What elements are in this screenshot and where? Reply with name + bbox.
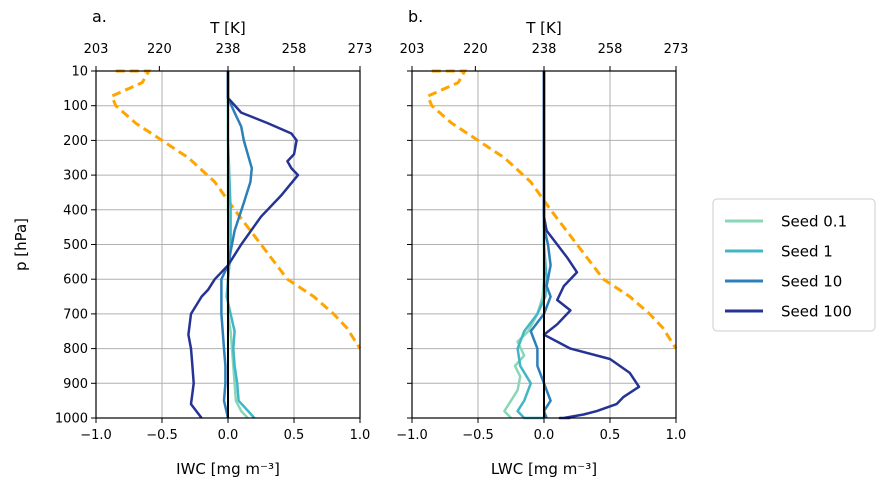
top-tick-label: 220 — [147, 42, 172, 57]
series-line — [529, 71, 552, 419]
legend-label: Seed 100 — [781, 303, 852, 321]
x-tick-label: −1.0 — [80, 428, 112, 443]
x-tick-label: 1.0 — [350, 428, 371, 443]
legend-label: Seed 0.1 — [781, 213, 847, 231]
x-tick-label: −0.5 — [462, 428, 494, 443]
top-tick-label: 273 — [664, 42, 689, 57]
x-tick-label: 1.0 — [666, 428, 687, 443]
temperature-line — [109, 69, 362, 350]
top-axis-label: T [K] — [525, 19, 561, 37]
x-tick-label: 0.0 — [218, 428, 239, 443]
legend-label: Seed 10 — [781, 273, 842, 291]
top-tick-label: 258 — [282, 42, 307, 57]
y-axis-label: p [hPa] — [12, 218, 30, 271]
x-axis-label: LWC [mg m⁻³] — [491, 460, 597, 478]
series-line — [220, 71, 254, 419]
y-tick-label: 500 — [63, 238, 88, 253]
x-tick-label: −1.0 — [396, 428, 428, 443]
y-tick-label: 600 — [63, 273, 88, 288]
panel-label: a. — [92, 7, 107, 26]
x-tick-label: 0.5 — [284, 428, 305, 443]
series-line — [516, 71, 548, 420]
panel-a: −1.0 −0.5 0.0 0.5 1.0 203 220 238 258 273 10 100 200… — [12, 7, 372, 478]
temperature-line — [425, 69, 678, 350]
panel-b: −1.0 −0.5 0.0 0.5 1.0 203 220 238 258 273 LWC [mg … — [396, 7, 688, 478]
x-tick-label: 0.5 — [600, 428, 621, 443]
legend-box — [712, 198, 876, 332]
y-tick-label: 200 — [63, 134, 88, 149]
legend: Seed 0.1 Seed 1 Seed 10 Seed 100 — [712, 198, 876, 332]
top-tick-label: 238 — [532, 42, 557, 57]
top-tick-label: 273 — [348, 42, 373, 57]
top-tick-label: 220 — [463, 42, 488, 57]
y-tick-label: 10 — [71, 65, 88, 80]
series-line — [542, 71, 641, 420]
y-tick-label: 300 — [63, 169, 88, 184]
series-line — [187, 71, 300, 419]
legend-label: Seed 1 — [781, 243, 833, 261]
x-axis-label: IWC [mg m⁻³] — [176, 460, 280, 478]
x-tick-label: 0.0 — [534, 428, 555, 443]
x-tick-label: −0.5 — [146, 428, 178, 443]
y-tick-label: 800 — [63, 342, 88, 357]
top-tick-label: 203 — [400, 42, 425, 57]
y-tick-label: 900 — [63, 377, 88, 392]
top-tick-label: 238 — [216, 42, 241, 57]
top-axis-label: T [K] — [209, 19, 245, 37]
panel-label: b. — [408, 7, 423, 26]
y-tick-label: 100 — [63, 99, 88, 114]
y-tick-label: 400 — [63, 203, 88, 218]
y-tick-label: 700 — [63, 307, 88, 322]
top-tick-label: 203 — [84, 42, 109, 57]
y-tick-label: 1000 — [55, 412, 88, 427]
top-tick-label: 258 — [598, 42, 623, 57]
